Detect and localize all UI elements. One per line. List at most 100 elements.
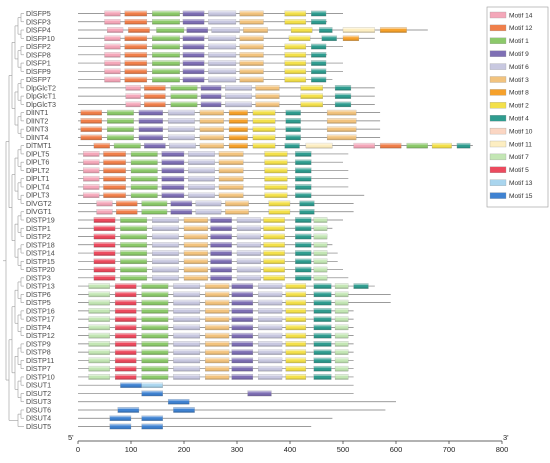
legend-item: Motif 3 xyxy=(489,76,529,84)
gene-row: DlSUT4 xyxy=(26,414,333,423)
motif-box xyxy=(173,308,201,314)
motif-box xyxy=(225,93,252,99)
gene-label: DlpGlcT1 xyxy=(26,92,56,101)
legend-swatch xyxy=(489,115,507,122)
motif-box xyxy=(313,266,328,273)
motif-box xyxy=(188,151,215,157)
motif-box xyxy=(313,349,332,355)
gene-label: DlPLT4 xyxy=(26,182,49,191)
motif-box xyxy=(225,209,249,215)
motif-box xyxy=(80,109,102,116)
motif-box xyxy=(258,357,283,364)
motif-box xyxy=(252,126,276,132)
motif-box xyxy=(295,175,312,182)
gene-label: DlVGT2 xyxy=(26,199,52,208)
motif-box xyxy=(210,258,232,265)
motif-box xyxy=(114,316,137,322)
gene-label: DlSUT6 xyxy=(26,405,51,414)
motif-box xyxy=(236,275,261,281)
motif-box xyxy=(236,233,261,240)
motif-box xyxy=(284,68,307,75)
motif-box xyxy=(263,258,285,265)
motif-box xyxy=(258,341,283,347)
axis-tick-label: 100 xyxy=(125,445,138,454)
motif-box xyxy=(285,374,307,380)
motif-box xyxy=(183,275,208,281)
gene-label: DlSFP2 xyxy=(26,42,51,51)
gene-row: DlSTP1 xyxy=(26,224,333,233)
motif-box xyxy=(182,76,205,83)
motif-box xyxy=(161,175,185,182)
legend-item: Motif 1 xyxy=(489,37,529,45)
motif-box xyxy=(285,118,301,124)
motif-box xyxy=(83,192,100,198)
gene-label: DlSTP3 xyxy=(26,273,51,282)
motif-box xyxy=(313,332,332,339)
gene-row: DlINT3 xyxy=(26,125,381,134)
motif-box xyxy=(167,398,190,405)
gene-row: DlSTP2 xyxy=(26,232,328,241)
gene-row: DlINT4 xyxy=(26,133,381,142)
motif-box xyxy=(152,250,179,256)
motif-box xyxy=(152,275,179,281)
motif-box xyxy=(326,109,357,116)
motif-box xyxy=(285,365,307,372)
motif-box xyxy=(295,258,312,265)
motif-box xyxy=(205,357,230,364)
motif-box xyxy=(326,134,357,141)
motif-box xyxy=(252,109,276,116)
motif-box xyxy=(258,374,283,380)
motif-box xyxy=(205,283,230,289)
axis-tick-label: 0 xyxy=(76,445,80,454)
motif-box xyxy=(205,291,230,298)
motif-box xyxy=(107,27,124,33)
motif-box xyxy=(311,68,327,75)
motif-box xyxy=(114,357,137,364)
motif-box xyxy=(124,10,148,17)
motif-box xyxy=(88,357,110,364)
motif-box xyxy=(284,10,307,17)
motif-box xyxy=(236,258,261,265)
motif-box xyxy=(104,68,121,75)
motif-box xyxy=(379,142,402,149)
motif-box xyxy=(200,85,222,91)
gene-label: DlSTP8 xyxy=(26,348,51,357)
motif-box xyxy=(141,308,169,314)
motif-box xyxy=(231,332,254,339)
motif-box xyxy=(334,324,349,331)
motif-box xyxy=(231,374,254,380)
motif-box xyxy=(152,19,180,25)
motif-box xyxy=(295,217,312,223)
motif-box xyxy=(342,27,375,33)
gene-row: DlSFP4 xyxy=(26,26,428,35)
motif-box xyxy=(141,365,169,372)
gene-rows: DlSFP5DlSFP3DlSFP4DlSFP10DlSFP2DlSFP8DlS… xyxy=(26,9,473,431)
gene-row: DlVGT1 xyxy=(26,207,354,216)
motif-box xyxy=(124,43,148,50)
motif-box xyxy=(334,291,349,298)
gene-row: DlSTP18 xyxy=(26,240,333,249)
motif-box xyxy=(96,209,113,215)
motif-box xyxy=(258,291,283,298)
motif-box xyxy=(299,200,315,207)
motif-box xyxy=(300,101,323,108)
motif-box xyxy=(334,374,349,380)
motif-box xyxy=(210,250,232,256)
motif-box xyxy=(264,159,288,165)
motif-box xyxy=(93,275,116,281)
motif-box xyxy=(313,374,332,380)
motif-box xyxy=(290,27,313,33)
motif-box xyxy=(295,250,312,256)
motif-box xyxy=(141,415,163,421)
gene-label: DlSFP4 xyxy=(26,26,51,35)
motif-box xyxy=(210,225,232,231)
motif-box xyxy=(88,299,110,306)
motif-box xyxy=(199,142,224,149)
gene-label: DlSUT4 xyxy=(26,414,51,423)
motif-box xyxy=(170,85,198,91)
legend-swatch xyxy=(489,24,507,32)
motif-box xyxy=(104,60,121,66)
legend-swatch xyxy=(489,89,507,96)
motif-box xyxy=(225,101,252,108)
motif-box xyxy=(236,225,261,231)
